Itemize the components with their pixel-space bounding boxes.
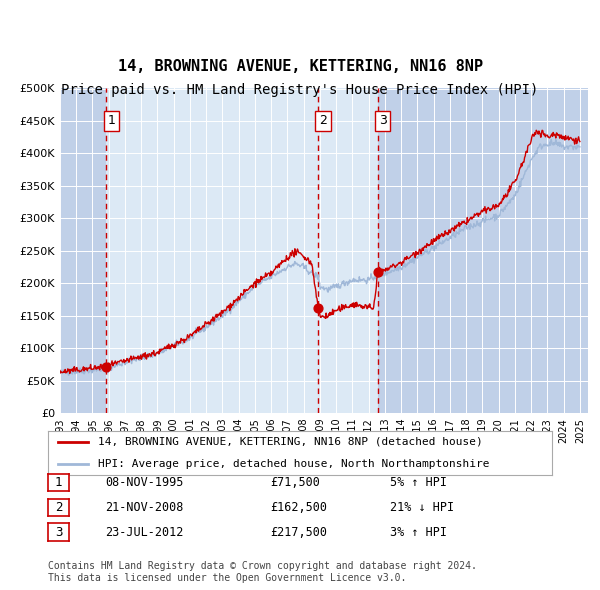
Point [313,303,323,312]
Point [373,267,383,277]
Text: Price paid vs. HM Land Registry's House Price Index (HPI): Price paid vs. HM Land Registry's House … [61,83,539,97]
Text: 1: 1 [107,114,115,127]
Bar [60,88,106,413]
Text: 08-NOV-1995: 08-NOV-1995 [105,476,184,489]
Text: 5% ↑ HPI: 5% ↑ HPI [390,476,447,489]
Point [101,362,111,371]
Text: 2: 2 [55,501,62,514]
Text: 2: 2 [319,114,327,127]
Text: 14, BROWNING AVENUE, KETTERING, NN16 8NP: 14, BROWNING AVENUE, KETTERING, NN16 8NP [118,59,482,74]
Text: 14, BROWNING AVENUE, KETTERING, NN16 8NP (detached house): 14, BROWNING AVENUE, KETTERING, NN16 8NP… [98,437,483,447]
Text: 21-NOV-2008: 21-NOV-2008 [105,501,184,514]
Text: £71,500: £71,500 [270,476,320,489]
Text: 23-JUL-2012: 23-JUL-2012 [105,526,184,539]
Text: 3: 3 [55,526,62,539]
Text: £162,500: £162,500 [270,501,327,514]
Text: 1: 1 [55,476,62,489]
Text: Contains HM Land Registry data © Crown copyright and database right 2024.
This d: Contains HM Land Registry data © Crown c… [48,561,477,583]
Text: £217,500: £217,500 [270,526,327,539]
Bar [378,88,588,413]
Text: 3: 3 [379,114,386,127]
Text: 3% ↑ HPI: 3% ↑ HPI [390,526,447,539]
Text: HPI: Average price, detached house, North Northamptonshire: HPI: Average price, detached house, Nort… [98,459,490,469]
Text: 21% ↓ HPI: 21% ↓ HPI [390,501,454,514]
